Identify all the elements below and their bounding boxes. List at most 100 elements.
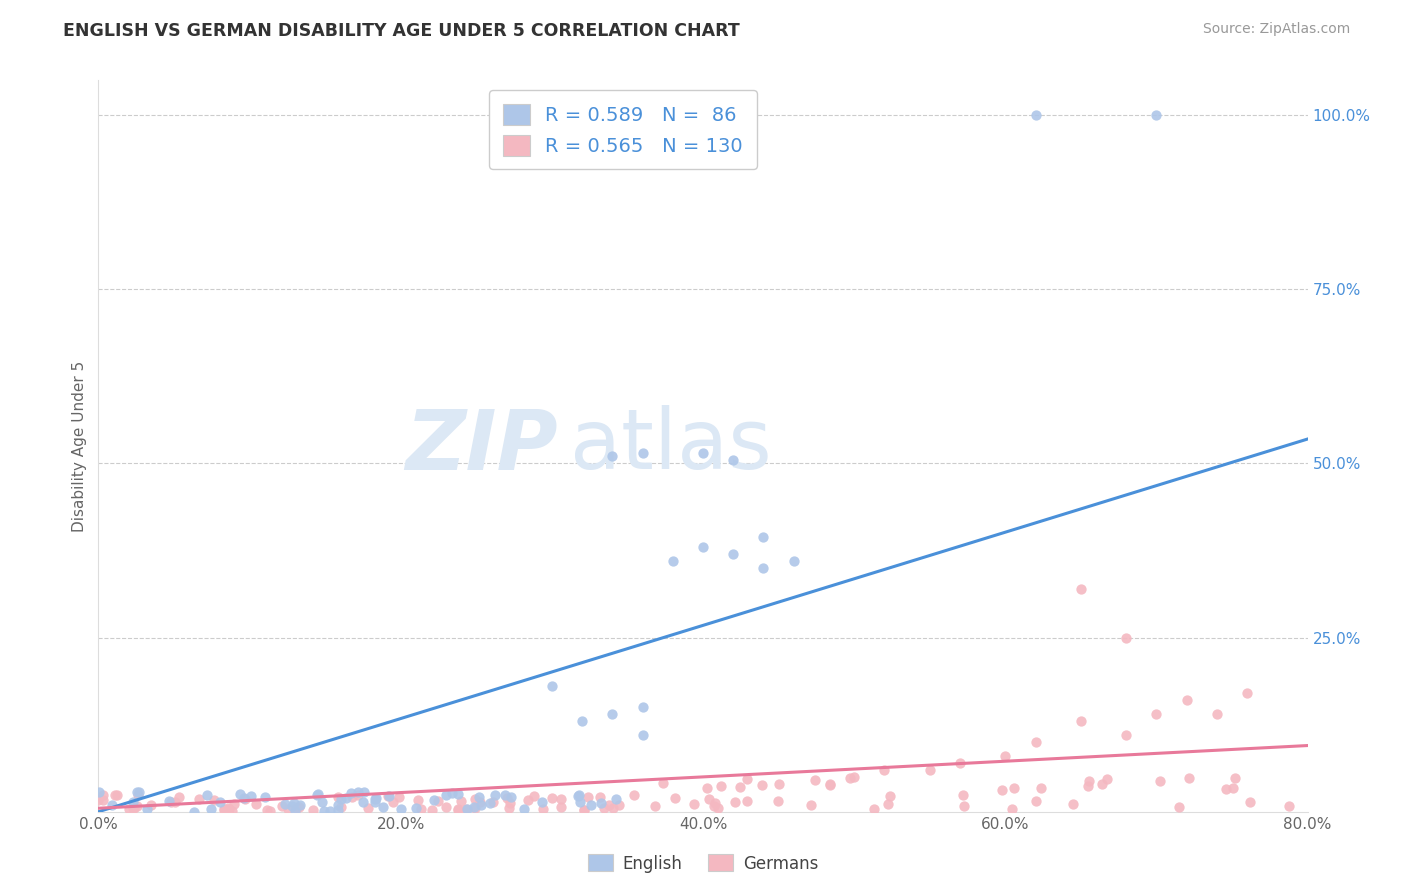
Point xyxy=(405,801,427,815)
Point xyxy=(330,792,353,806)
Point xyxy=(470,795,492,809)
Point xyxy=(347,785,370,799)
Point xyxy=(468,789,491,804)
Point xyxy=(100,798,122,813)
Point xyxy=(696,780,718,795)
Point xyxy=(953,799,976,814)
Point xyxy=(470,798,492,813)
Point xyxy=(572,803,595,817)
Point xyxy=(326,797,349,812)
Point xyxy=(568,788,591,802)
Point xyxy=(342,789,364,804)
Point xyxy=(253,789,276,804)
Point xyxy=(1002,780,1025,795)
Point xyxy=(450,794,472,808)
Point xyxy=(692,540,714,554)
Point xyxy=(281,799,304,814)
Point xyxy=(127,788,149,802)
Point xyxy=(623,788,645,802)
Point xyxy=(239,789,262,804)
Point xyxy=(212,802,235,816)
Point xyxy=(284,801,307,815)
Point xyxy=(288,800,311,814)
Point xyxy=(311,795,333,809)
Point xyxy=(631,700,654,714)
Point xyxy=(1222,781,1244,796)
Point xyxy=(1115,631,1137,645)
Point xyxy=(707,801,730,815)
Text: ENGLISH VS GERMAN DISABILITY AGE UNDER 5 CORRELATION CHART: ENGLISH VS GERMAN DISABILITY AGE UNDER 5… xyxy=(63,22,740,40)
Point xyxy=(87,793,110,807)
Point xyxy=(352,795,374,809)
Point xyxy=(1206,707,1229,722)
Point xyxy=(377,789,399,803)
Point xyxy=(1029,780,1052,795)
Point xyxy=(703,799,725,814)
Point xyxy=(434,788,457,802)
Point xyxy=(723,453,745,467)
Point xyxy=(1062,797,1084,811)
Point xyxy=(229,787,252,801)
Point xyxy=(752,561,775,575)
Point xyxy=(498,800,520,814)
Point xyxy=(217,801,239,815)
Point xyxy=(353,784,375,798)
Point xyxy=(284,804,307,818)
Point xyxy=(1077,779,1099,793)
Point xyxy=(377,789,399,803)
Point xyxy=(447,787,470,801)
Point xyxy=(233,791,256,805)
Point xyxy=(523,789,546,803)
Point xyxy=(800,797,823,812)
Point xyxy=(550,800,572,814)
Point xyxy=(530,795,553,809)
Point xyxy=(735,794,758,808)
Point xyxy=(494,788,516,802)
Point xyxy=(447,803,470,817)
Point xyxy=(329,800,352,814)
Point xyxy=(340,786,363,800)
Point xyxy=(728,780,751,794)
Point xyxy=(517,792,540,806)
Point xyxy=(91,793,114,807)
Point xyxy=(499,790,522,805)
Point xyxy=(579,797,602,812)
Text: ZIP: ZIP xyxy=(405,406,558,486)
Point xyxy=(441,786,464,800)
Point xyxy=(381,795,404,809)
Point xyxy=(879,789,901,803)
Point xyxy=(1236,686,1258,700)
Point xyxy=(844,770,866,784)
Point xyxy=(104,788,127,802)
Point xyxy=(567,789,589,803)
Point xyxy=(1001,802,1024,816)
Point xyxy=(768,777,790,791)
Point xyxy=(406,793,429,807)
Point xyxy=(918,763,941,777)
Point xyxy=(752,530,775,544)
Point xyxy=(605,792,627,806)
Point xyxy=(122,795,145,809)
Point xyxy=(373,799,395,814)
Text: Source: ZipAtlas.com: Source: ZipAtlas.com xyxy=(1202,22,1350,37)
Point xyxy=(319,804,342,818)
Text: atlas: atlas xyxy=(569,406,772,486)
Point xyxy=(697,792,720,806)
Point xyxy=(364,791,387,805)
Point xyxy=(496,791,519,805)
Point xyxy=(409,802,432,816)
Point xyxy=(499,796,522,810)
Point xyxy=(283,796,305,810)
Point xyxy=(723,547,745,561)
Point xyxy=(217,805,239,819)
Point xyxy=(307,788,329,802)
Point xyxy=(89,785,111,799)
Point xyxy=(482,795,505,809)
Point xyxy=(710,779,733,793)
Point xyxy=(949,756,972,770)
Point xyxy=(259,804,281,818)
Point xyxy=(426,794,449,808)
Point xyxy=(167,790,190,805)
Point xyxy=(704,796,727,810)
Point xyxy=(1149,774,1171,789)
